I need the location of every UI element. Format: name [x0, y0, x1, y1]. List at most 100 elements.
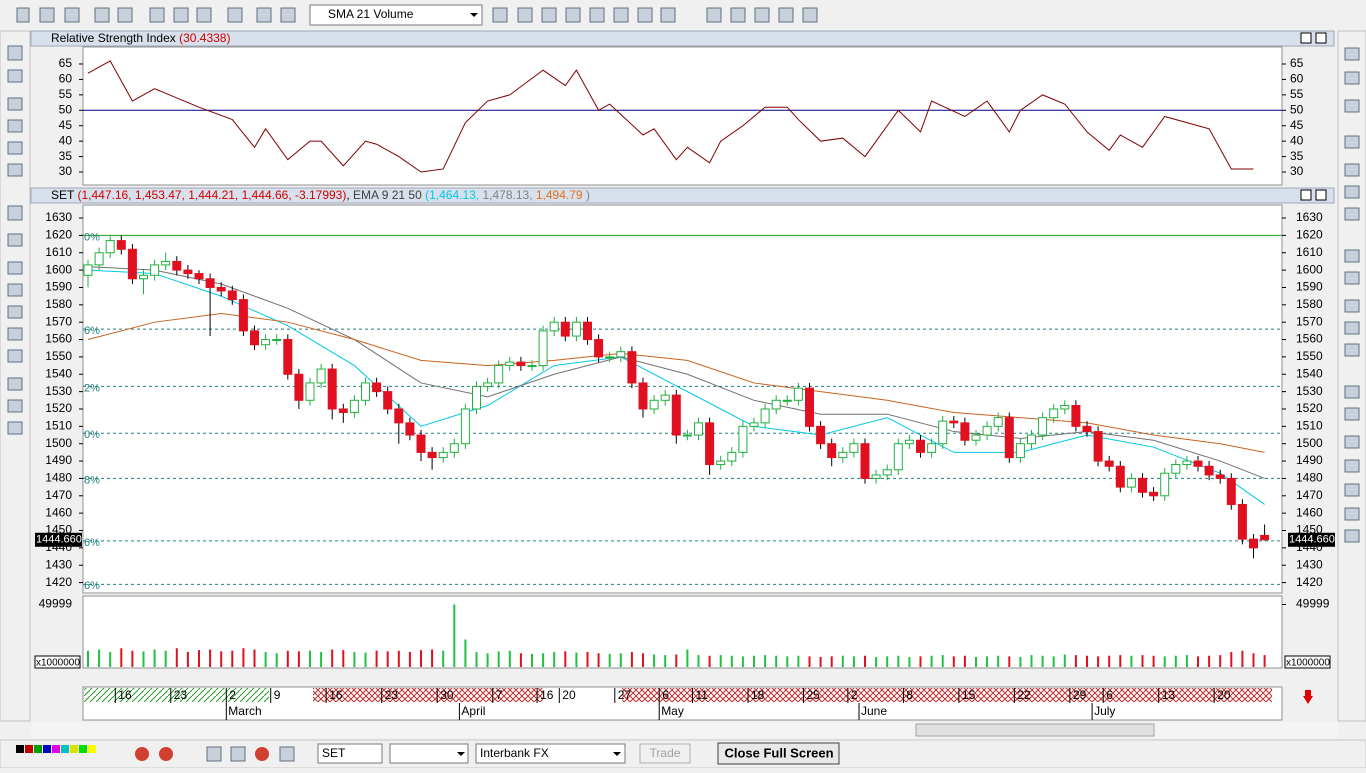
candle-body — [727, 451, 737, 462]
tool[interactable] — [7, 349, 23, 363]
zoom-button[interactable] — [280, 7, 296, 23]
tool[interactable] — [1344, 185, 1360, 199]
ohlc: (1,447.16, 1,453.47, 1,444.21, 1,444.66,… — [77, 188, 346, 202]
candle-body — [349, 399, 359, 413]
tool[interactable] — [7, 305, 23, 319]
tool[interactable] — [1344, 207, 1360, 221]
timeframe-combo[interactable] — [389, 743, 469, 764]
price-tick-label: 1550 — [1296, 349, 1323, 363]
tool[interactable] — [1344, 271, 1360, 285]
candle-body — [571, 321, 581, 337]
close-button[interactable] — [1315, 189, 1327, 201]
tool-button[interactable] — [565, 7, 581, 23]
tool[interactable] — [7, 421, 23, 435]
open-button[interactable] — [39, 7, 55, 23]
rsi-tick-label: 50 — [1290, 102, 1304, 116]
indicator-combo[interactable] — [309, 4, 483, 26]
tool[interactable] — [1344, 71, 1360, 85]
tile-button[interactable] — [730, 7, 746, 23]
price-header-text: SET (1,447.16, 1,453.47, 1,444.21, 1,444… — [51, 188, 590, 202]
symbol-input[interactable] — [317, 743, 383, 764]
date-label: 13 — [1162, 688, 1176, 702]
tool-button[interactable] — [613, 7, 629, 23]
tool-button[interactable] — [637, 7, 653, 23]
tool[interactable] — [7, 261, 23, 275]
close-full-screen-button[interactable] — [717, 742, 840, 765]
maximize-button[interactable] — [1300, 189, 1312, 201]
tool[interactable] — [7, 327, 23, 341]
copy-button[interactable] — [173, 7, 189, 23]
help-button[interactable] — [660, 7, 676, 23]
tool[interactable] — [1344, 507, 1360, 521]
browser-icon[interactable] — [255, 747, 269, 761]
tool[interactable] — [7, 377, 23, 391]
tile-button[interactable] — [778, 7, 794, 23]
pointer-tool[interactable] — [7, 45, 23, 61]
tool[interactable] — [1344, 529, 1360, 543]
window-button[interactable] — [706, 7, 722, 23]
undo-button[interactable] — [227, 7, 243, 23]
tool[interactable] — [1344, 163, 1360, 177]
tool-button[interactable] — [589, 7, 605, 23]
print-button[interactable] — [94, 7, 110, 23]
save-button[interactable] — [64, 7, 80, 23]
tool[interactable] — [1344, 249, 1360, 263]
tool[interactable] — [1344, 135, 1360, 149]
candle-body — [638, 382, 648, 410]
tool[interactable] — [1344, 99, 1360, 113]
tool-button[interactable] — [279, 746, 295, 762]
price-tick-label: 1470 — [1296, 488, 1323, 502]
tool-button[interactable] — [517, 7, 533, 23]
line-tool[interactable] — [7, 97, 23, 111]
trade-button[interactable] — [639, 743, 691, 764]
candle-body — [1115, 465, 1125, 488]
tool[interactable] — [1344, 385, 1360, 399]
broker-combo[interactable] — [475, 743, 626, 764]
close-button[interactable] — [1315, 32, 1327, 44]
last-price-label: 1444.660 — [36, 534, 82, 546]
maximize-button[interactable] — [1300, 32, 1312, 44]
ema-value: (1,464.13, — [425, 188, 479, 202]
tool[interactable] — [1344, 483, 1360, 497]
crosshair-button[interactable] — [256, 7, 272, 23]
tool[interactable] — [1344, 299, 1360, 313]
preview-button[interactable] — [117, 7, 133, 23]
fib-tool[interactable] — [7, 163, 23, 177]
tool[interactable] — [7, 399, 23, 413]
tool-button[interactable] — [492, 7, 508, 23]
tool-button[interactable] — [206, 746, 222, 762]
tile-button[interactable] — [754, 7, 770, 23]
vline-tool[interactable] — [7, 141, 23, 155]
hline-tool[interactable] — [7, 119, 23, 133]
tool[interactable] — [1344, 343, 1360, 357]
tool[interactable] — [1344, 47, 1360, 61]
color-palette[interactable] — [16, 745, 96, 753]
tool[interactable] — [7, 283, 23, 297]
candle-body — [227, 290, 237, 301]
cut-button[interactable] — [149, 7, 165, 23]
tool-button[interactable] — [541, 7, 557, 23]
tool[interactable] — [1344, 435, 1360, 449]
tool[interactable] — [1344, 459, 1360, 473]
tool[interactable] — [7, 233, 23, 247]
candle-body — [361, 382, 370, 401]
paste-button[interactable] — [196, 7, 212, 23]
volume-bar — [397, 650, 400, 667]
tile-button[interactable] — [802, 7, 818, 23]
fib-label: 6% — [84, 580, 100, 592]
fib-label: 8% — [84, 474, 100, 486]
candle-body — [960, 422, 970, 441]
browser-icon[interactable] — [159, 747, 173, 761]
rsi-tick-label: 40 — [59, 133, 73, 147]
tool-button[interactable] — [230, 746, 246, 762]
volume-bar — [786, 656, 789, 667]
scroll-tool[interactable] — [7, 205, 23, 221]
rsi-tick-label: 30 — [1290, 164, 1304, 178]
tool[interactable] — [1344, 321, 1360, 335]
new-button[interactable] — [16, 7, 30, 23]
scroll-down-icon[interactable] — [1303, 690, 1313, 704]
browser-icon[interactable] — [135, 747, 149, 761]
cross-tool[interactable] — [7, 69, 23, 83]
scroll-thumb[interactable] — [915, 723, 1155, 737]
tool[interactable] — [1344, 407, 1360, 421]
